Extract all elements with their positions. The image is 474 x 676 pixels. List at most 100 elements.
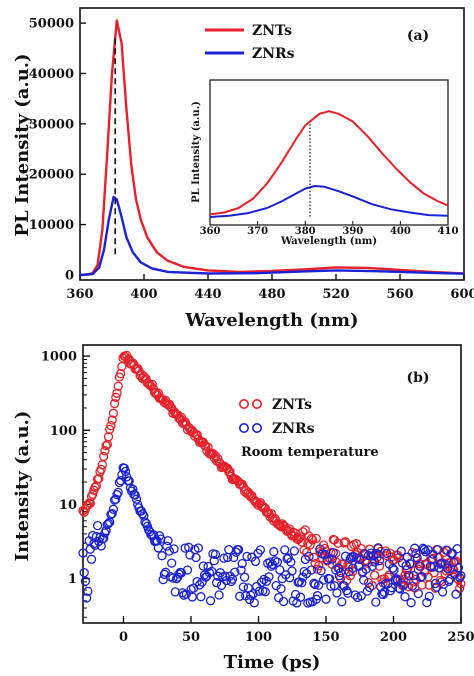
data-point	[214, 590, 224, 600]
data-point	[337, 597, 347, 607]
data-point	[321, 594, 331, 604]
data-point	[211, 578, 222, 588]
data-point	[444, 576, 454, 587]
data-point	[280, 545, 290, 555]
data-point	[109, 398, 120, 409]
inset-x-axis-label: Wavelength (nm)	[280, 236, 377, 247]
data-point	[236, 565, 246, 575]
data-point	[79, 567, 89, 578]
data-point	[407, 547, 417, 558]
data-point	[408, 577, 419, 587]
data-point	[207, 566, 217, 577]
data-point	[439, 579, 449, 589]
x-tick-label: 200	[380, 630, 407, 645]
data-point	[348, 566, 358, 576]
data-point	[355, 554, 365, 565]
y-tick-label: 1000	[41, 350, 77, 365]
inset-chart: 360 370 380 390 400 410 PL Intensity (a.u.) W…	[191, 79, 458, 247]
data-point	[435, 559, 445, 569]
data-point	[391, 574, 402, 584]
data-point	[86, 554, 97, 564]
data-point	[167, 558, 177, 568]
data-point	[422, 597, 432, 608]
data-point	[83, 586, 93, 596]
panel-a-y-ticks: 0 10000 20000 30000 40000 50000	[29, 17, 86, 283]
data-point	[147, 379, 157, 390]
data-point	[451, 589, 461, 599]
data-point	[448, 557, 459, 568]
inset-series-line-znts	[209, 110, 449, 216]
data-point	[116, 369, 126, 379]
data-point	[181, 589, 191, 599]
y-tick-label: 0	[65, 268, 74, 283]
data-point	[339, 581, 349, 591]
data-point	[403, 582, 414, 592]
data-point	[191, 552, 201, 563]
x-tick-label: 250	[447, 630, 474, 645]
data-point	[456, 571, 466, 581]
panel-b-y-axis-label: Intensity (a.u.)	[12, 411, 33, 562]
data-point	[209, 556, 219, 566]
data-point	[327, 554, 337, 564]
inset-series	[209, 110, 449, 218]
data-point	[108, 408, 119, 418]
data-point	[102, 519, 112, 530]
data-point	[306, 565, 317, 575]
data-point	[99, 451, 109, 462]
data-point	[346, 541, 357, 552]
data-point	[233, 545, 244, 555]
data-point	[455, 572, 465, 583]
data-point	[369, 570, 380, 580]
data-point	[246, 590, 256, 600]
legend-znrs-label: ZNRs	[272, 421, 315, 437]
inset-x-tick-label: 390	[342, 226, 363, 237]
data-point	[406, 598, 416, 608]
data-point	[264, 572, 274, 582]
series-znts	[78, 350, 466, 593]
data-point	[239, 572, 250, 582]
data-point	[339, 538, 349, 548]
panel-b: 1 10 100 1000 0 50 100 150 200 250 Intensity (a.…	[12, 344, 474, 673]
panel-a-label: (a)	[407, 28, 429, 44]
data-point	[179, 417, 189, 428]
data-point	[86, 491, 97, 502]
panel-b-x-ticks: 0 50 100 150 200 250	[119, 616, 474, 645]
room-temperature-annotation: Room temperature	[241, 445, 379, 460]
data-point	[113, 487, 123, 498]
data-point	[260, 587, 270, 597]
data-point	[259, 574, 269, 585]
data-point	[276, 584, 286, 594]
data-point	[106, 420, 116, 431]
panel-a-y-axis-label: PL Intensity (a.u.)	[12, 53, 33, 236]
data-point	[124, 476, 134, 486]
y-tick-label: 10000	[29, 218, 74, 233]
data-point	[100, 446, 110, 456]
data-point	[96, 464, 106, 475]
panel-b-y-ticks: 1 10 100 1000	[41, 350, 90, 618]
legend-znts-marker	[239, 398, 250, 409]
data-point	[255, 545, 266, 555]
data-point	[159, 569, 170, 579]
data-point	[113, 381, 123, 391]
data-point	[379, 587, 389, 597]
panel-b-frame	[82, 344, 462, 624]
data-point	[343, 560, 353, 570]
data-point	[299, 566, 309, 577]
data-point	[185, 550, 195, 560]
data-point	[131, 494, 142, 504]
data-point	[205, 596, 216, 606]
data-point	[81, 593, 92, 603]
data-point	[332, 588, 342, 598]
panel-a-legend: ZNTs ZNRs	[205, 23, 295, 62]
data-point	[394, 583, 404, 593]
inset-y-axis-label: PL Intensity (a.u.)	[191, 101, 202, 203]
data-point	[309, 578, 319, 588]
data-point	[198, 561, 208, 571]
inset-x-ticks: 360 370 380 390 400 410	[200, 221, 458, 237]
data-point	[169, 544, 179, 554]
data-point	[407, 581, 417, 591]
inset-x-tick-label: 380	[295, 226, 316, 237]
data-point	[176, 568, 187, 578]
data-point	[311, 533, 321, 544]
data-point	[237, 558, 247, 569]
